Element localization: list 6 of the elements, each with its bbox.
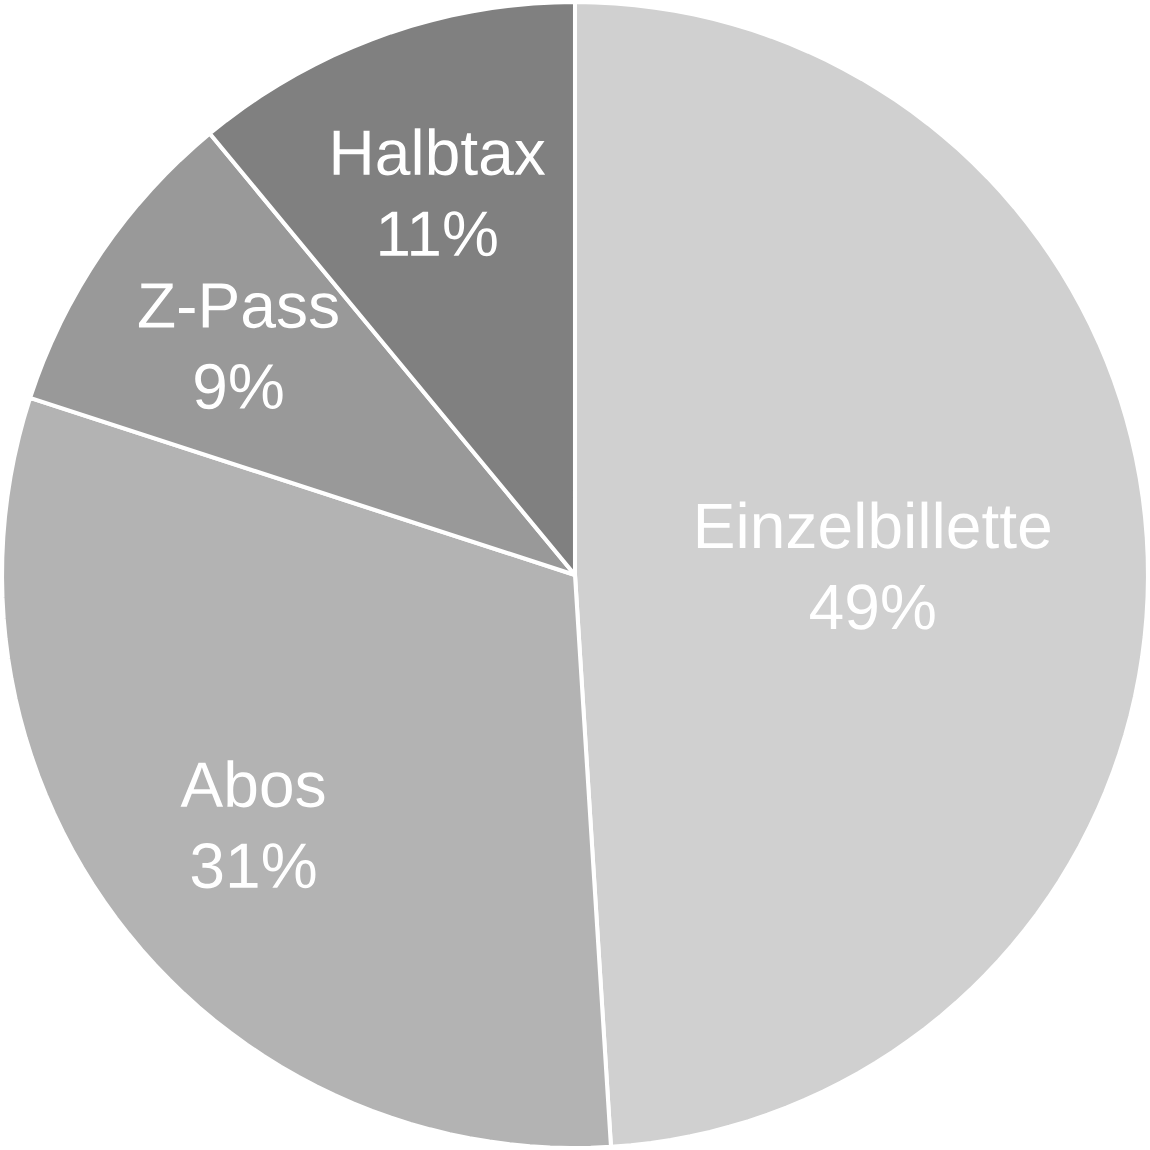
data-label: 31%	[191, 843, 316, 889]
data-label: 9%	[195, 363, 283, 410]
slice-label: Halbtax	[333, 128, 546, 176]
slice-label: Z-Pass	[138, 283, 338, 329]
data-label: 11%	[380, 211, 497, 257]
slice-label: Abos	[180, 760, 325, 808]
